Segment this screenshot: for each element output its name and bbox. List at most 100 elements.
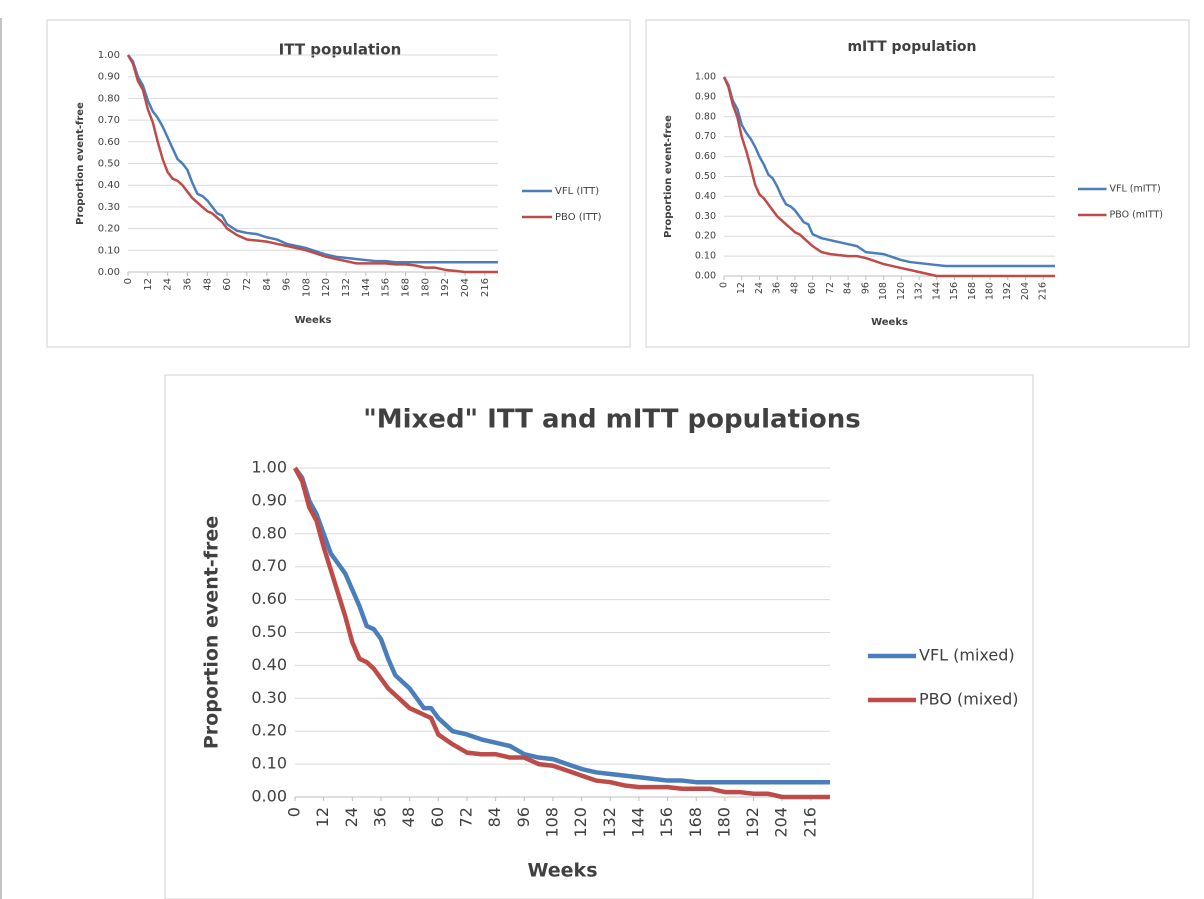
x-tick-label: 168 bbox=[686, 807, 705, 838]
x-tick-label: 144 bbox=[628, 807, 647, 838]
y-tick-label: 0.80 bbox=[251, 523, 287, 542]
chart-title: ITT population bbox=[279, 41, 402, 59]
y-tick-label: 0.20 bbox=[695, 231, 716, 242]
x-tick-label: 36 bbox=[182, 278, 193, 291]
x-tick-label: 144 bbox=[361, 278, 372, 297]
x-tick-label: 12 bbox=[736, 282, 747, 294]
series-line bbox=[722, 76, 1055, 278]
x-tick-label: 24 bbox=[163, 278, 174, 291]
x-axis-label: Weeks bbox=[871, 317, 908, 328]
x-tick-label: 108 bbox=[301, 278, 312, 297]
y-tick-label: 0.30 bbox=[695, 211, 716, 222]
y-tick-label: 1.00 bbox=[98, 50, 120, 61]
x-tick-label: 60 bbox=[222, 278, 233, 291]
x-tick-label: 216 bbox=[800, 807, 819, 838]
y-tick-label: 0.40 bbox=[251, 655, 287, 674]
y-tick-label: 0.80 bbox=[98, 93, 120, 104]
x-tick-label: 12 bbox=[313, 807, 332, 827]
y-tick-label: 0.00 bbox=[251, 787, 287, 806]
x-tick-label: 72 bbox=[242, 278, 253, 291]
y-tick-label: 0.30 bbox=[251, 688, 287, 707]
y-tick-label: 0.70 bbox=[98, 115, 120, 126]
chart-frame bbox=[645, 19, 1190, 348]
x-tick-label: 132 bbox=[914, 282, 925, 300]
y-axis-label: Proportion event-free bbox=[663, 115, 674, 238]
x-tick-label: 192 bbox=[743, 807, 762, 838]
y-tick-label: 0.50 bbox=[251, 622, 287, 641]
x-tick-label: 120 bbox=[571, 807, 590, 838]
x-tick-label: 0 bbox=[123, 278, 134, 284]
x-tick-label: 216 bbox=[1038, 282, 1049, 300]
y-tick-label: 0.90 bbox=[251, 490, 287, 509]
y-tick-label: 0.50 bbox=[98, 159, 120, 170]
y-tick-label: 0.70 bbox=[251, 556, 287, 575]
x-tick-label: 96 bbox=[860, 282, 871, 294]
chart-title: "Mixed" ITT and mITT populations bbox=[363, 405, 861, 435]
chart-frame bbox=[164, 374, 1034, 899]
legend-label: VFL (mITT) bbox=[1110, 184, 1161, 195]
x-tick-label: 156 bbox=[949, 282, 960, 300]
x-tick-label: 96 bbox=[514, 807, 533, 827]
x-tick-label: 120 bbox=[896, 282, 907, 300]
x-tick-label: 192 bbox=[440, 278, 451, 297]
y-tick-label: 0.30 bbox=[98, 202, 120, 213]
x-tick-label: 36 bbox=[370, 807, 389, 827]
y-tick-label: 0.20 bbox=[251, 721, 287, 740]
y-axis-label: Proportion event-free bbox=[201, 516, 223, 749]
y-tick-label: 1.00 bbox=[695, 72, 716, 83]
x-tick-label: 204 bbox=[460, 278, 471, 297]
x-tick-label: 108 bbox=[878, 282, 889, 300]
x-tick-label: 24 bbox=[342, 807, 361, 827]
y-tick-label: 0.40 bbox=[98, 180, 120, 191]
x-tick-label: 96 bbox=[282, 278, 293, 291]
x-tick-label: 84 bbox=[262, 278, 273, 291]
x-tick-label: 0 bbox=[285, 807, 304, 817]
x-tick-label: 120 bbox=[321, 278, 332, 297]
x-axis-label: Weeks bbox=[295, 315, 332, 326]
series-line bbox=[127, 54, 498, 264]
x-tick-label: 60 bbox=[807, 282, 818, 294]
x-tick-label: 84 bbox=[485, 807, 504, 827]
y-tick-label: 0.60 bbox=[695, 151, 716, 162]
x-tick-label: 180 bbox=[714, 807, 733, 838]
series-line bbox=[293, 466, 830, 800]
y-tick-label: 0.60 bbox=[251, 589, 287, 608]
x-tick-label: 168 bbox=[401, 278, 412, 297]
x-tick-label: 48 bbox=[202, 278, 213, 291]
y-tick-label: 0.80 bbox=[695, 111, 716, 122]
x-tick-label: 48 bbox=[789, 282, 800, 294]
x-tick-label: 108 bbox=[542, 807, 561, 838]
x-tick-label: 168 bbox=[967, 282, 978, 300]
y-tick-label: 0.00 bbox=[98, 267, 120, 278]
x-tick-label: 72 bbox=[456, 807, 475, 827]
x-tick-label: 216 bbox=[480, 278, 491, 297]
legend-label: PBO (mITT) bbox=[1110, 210, 1163, 221]
y-tick-label: 0.20 bbox=[98, 224, 120, 235]
legend-label: PBO (ITT) bbox=[555, 212, 602, 223]
x-tick-label: 72 bbox=[825, 282, 836, 294]
y-tick-label: 0.40 bbox=[695, 191, 716, 202]
y-tick-label: 0.10 bbox=[98, 245, 120, 256]
chart-frame bbox=[46, 19, 631, 348]
y-tick-label: 0.50 bbox=[695, 171, 716, 182]
y-axis-label: Proportion event-free bbox=[75, 102, 86, 225]
x-tick-label: 180 bbox=[984, 282, 995, 300]
x-tick-label: 24 bbox=[754, 282, 765, 294]
series-line bbox=[293, 466, 830, 785]
series-line bbox=[126, 54, 498, 274]
y-tick-label: 1.00 bbox=[251, 458, 287, 477]
x-tick-label: 156 bbox=[657, 807, 676, 838]
x-tick-label: 204 bbox=[1020, 282, 1031, 300]
x-tick-label: 36 bbox=[772, 282, 783, 294]
y-tick-label: 0.00 bbox=[695, 271, 716, 282]
x-tick-label: 156 bbox=[381, 278, 392, 297]
x-axis-label: Weeks bbox=[528, 860, 598, 882]
x-tick-label: 84 bbox=[843, 282, 854, 294]
y-tick-label: 0.90 bbox=[98, 72, 120, 83]
x-tick-label: 192 bbox=[1002, 282, 1013, 300]
y-tick-label: 0.90 bbox=[695, 91, 716, 102]
y-tick-label: 0.10 bbox=[251, 754, 287, 773]
x-tick-label: 204 bbox=[772, 807, 791, 838]
chart-title: mITT population bbox=[847, 39, 976, 55]
legend-label: PBO (mixed) bbox=[919, 690, 1019, 709]
